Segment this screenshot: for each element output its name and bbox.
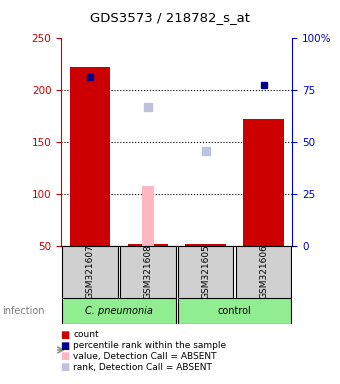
Text: count: count — [73, 330, 99, 339]
Text: infection: infection — [2, 306, 44, 316]
Text: ■: ■ — [60, 330, 69, 340]
Text: ■: ■ — [60, 362, 69, 372]
Bar — [243, 119, 284, 246]
Bar — [70, 68, 110, 246]
Text: control: control — [218, 306, 252, 316]
Bar — [142, 185, 154, 246]
Text: ■: ■ — [60, 341, 69, 351]
Text: GSM321608: GSM321608 — [143, 244, 152, 299]
Text: GSM321605: GSM321605 — [201, 244, 210, 299]
Text: ■: ■ — [60, 351, 69, 361]
Bar — [186, 244, 226, 246]
Bar — [62, 298, 176, 324]
Text: GSM321606: GSM321606 — [259, 244, 268, 299]
Bar — [236, 246, 291, 298]
Text: rank, Detection Call = ABSENT: rank, Detection Call = ABSENT — [73, 362, 212, 372]
Bar — [62, 246, 118, 298]
Bar — [120, 246, 176, 298]
Bar — [178, 298, 291, 324]
Bar — [178, 246, 234, 298]
Text: percentile rank within the sample: percentile rank within the sample — [73, 341, 226, 350]
Text: GSM321607: GSM321607 — [86, 244, 95, 299]
Text: value, Detection Call = ABSENT: value, Detection Call = ABSENT — [73, 352, 217, 361]
Bar — [128, 244, 168, 246]
Text: GDS3573 / 218782_s_at: GDS3573 / 218782_s_at — [90, 11, 250, 24]
Text: C. pneumonia: C. pneumonia — [85, 306, 153, 316]
